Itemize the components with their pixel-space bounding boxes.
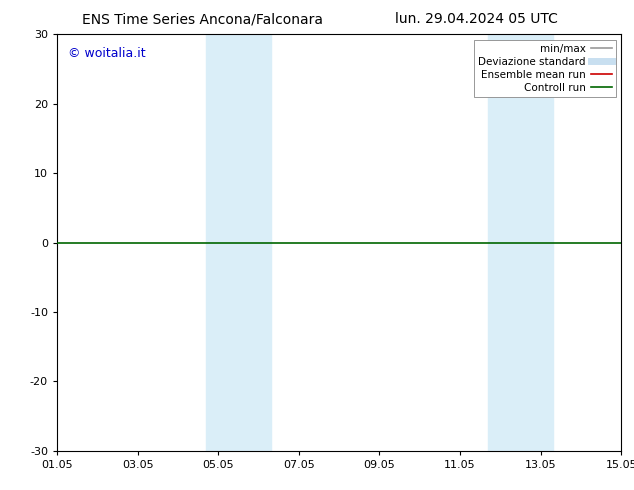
- Text: lun. 29.04.2024 05 UTC: lun. 29.04.2024 05 UTC: [395, 12, 558, 26]
- Bar: [238, 34, 271, 451]
- Legend: min/max, Deviazione standard, Ensemble mean run, Controll run: min/max, Deviazione standard, Ensemble m…: [474, 40, 616, 97]
- Bar: [206, 34, 238, 451]
- Text: ENS Time Series Ancona/Falconara: ENS Time Series Ancona/Falconara: [82, 12, 323, 26]
- Text: © woitalia.it: © woitalia.it: [68, 47, 146, 60]
- Bar: [521, 34, 553, 451]
- Bar: [488, 34, 521, 451]
